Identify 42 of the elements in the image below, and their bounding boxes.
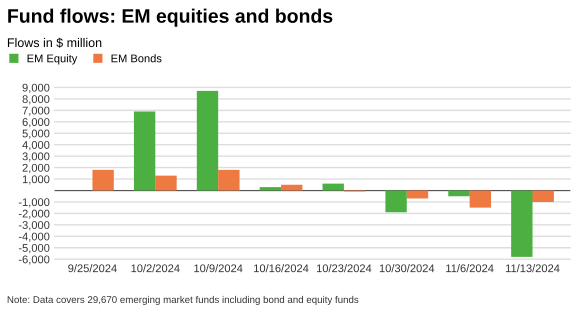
bar bbox=[218, 170, 240, 191]
y-tick-label: 5,000 bbox=[22, 130, 50, 139]
y-tick-label: -5,000 bbox=[18, 244, 50, 254]
y-tick-label: -4,000 bbox=[18, 232, 50, 242]
bar bbox=[196, 90, 218, 191]
legend-label: EM Bonds bbox=[112, 54, 162, 62]
y-tick-label: -3,000 bbox=[18, 221, 50, 230]
y-tick-label: -1,000 bbox=[18, 198, 50, 208]
x-tick-label: 10/2/2024 bbox=[131, 264, 180, 272]
x-tick-label: 10/23/2024 bbox=[316, 264, 372, 272]
bar bbox=[281, 184, 302, 191]
bar bbox=[448, 190, 470, 196]
x-tick-label: 9/25/2024 bbox=[68, 264, 117, 272]
x-tick-label: 10/30/2024 bbox=[380, 264, 434, 272]
chart-title: Fund flows: EM equities and bonds bbox=[8, 8, 332, 27]
legend-label: EM Equity bbox=[28, 54, 78, 65]
text: Note: Data covers 29,670 emerging market funds including bond and equity funds bbox=[8, 296, 358, 305]
x-tick-label: 10/9/2024 bbox=[194, 264, 243, 272]
y-tick-label: -2,000 bbox=[18, 210, 50, 219]
chart-subtitle: Flows in $ million bbox=[8, 38, 102, 48]
y-tick-label: 2,000 bbox=[22, 164, 50, 174]
bar bbox=[322, 184, 344, 191]
y-tick-label: 9,000 bbox=[22, 84, 50, 93]
y-tick-label: 8,000 bbox=[22, 95, 50, 104]
bar bbox=[532, 190, 554, 202]
y-tick-label: 3,000 bbox=[22, 152, 50, 162]
x-tick-label: 10/16/2024 bbox=[254, 264, 309, 272]
x-tick-label: 11/6/2024 bbox=[446, 264, 494, 272]
bar bbox=[155, 176, 177, 191]
bar bbox=[92, 170, 114, 191]
bar bbox=[511, 190, 533, 257]
y-tick-label: 7,000 bbox=[22, 106, 50, 116]
x-tick-label: 11/13/2024 bbox=[506, 264, 560, 272]
y-tick-label: 4,000 bbox=[22, 140, 50, 150]
bar bbox=[385, 190, 407, 212]
y-tick-label: -6,000 bbox=[18, 255, 50, 265]
bar bbox=[470, 190, 492, 208]
y-tick-label: 6,000 bbox=[22, 118, 50, 128]
y-tick-label: 1,000 bbox=[22, 175, 50, 185]
bar bbox=[134, 112, 156, 191]
bar bbox=[260, 187, 282, 191]
bar bbox=[406, 190, 428, 199]
